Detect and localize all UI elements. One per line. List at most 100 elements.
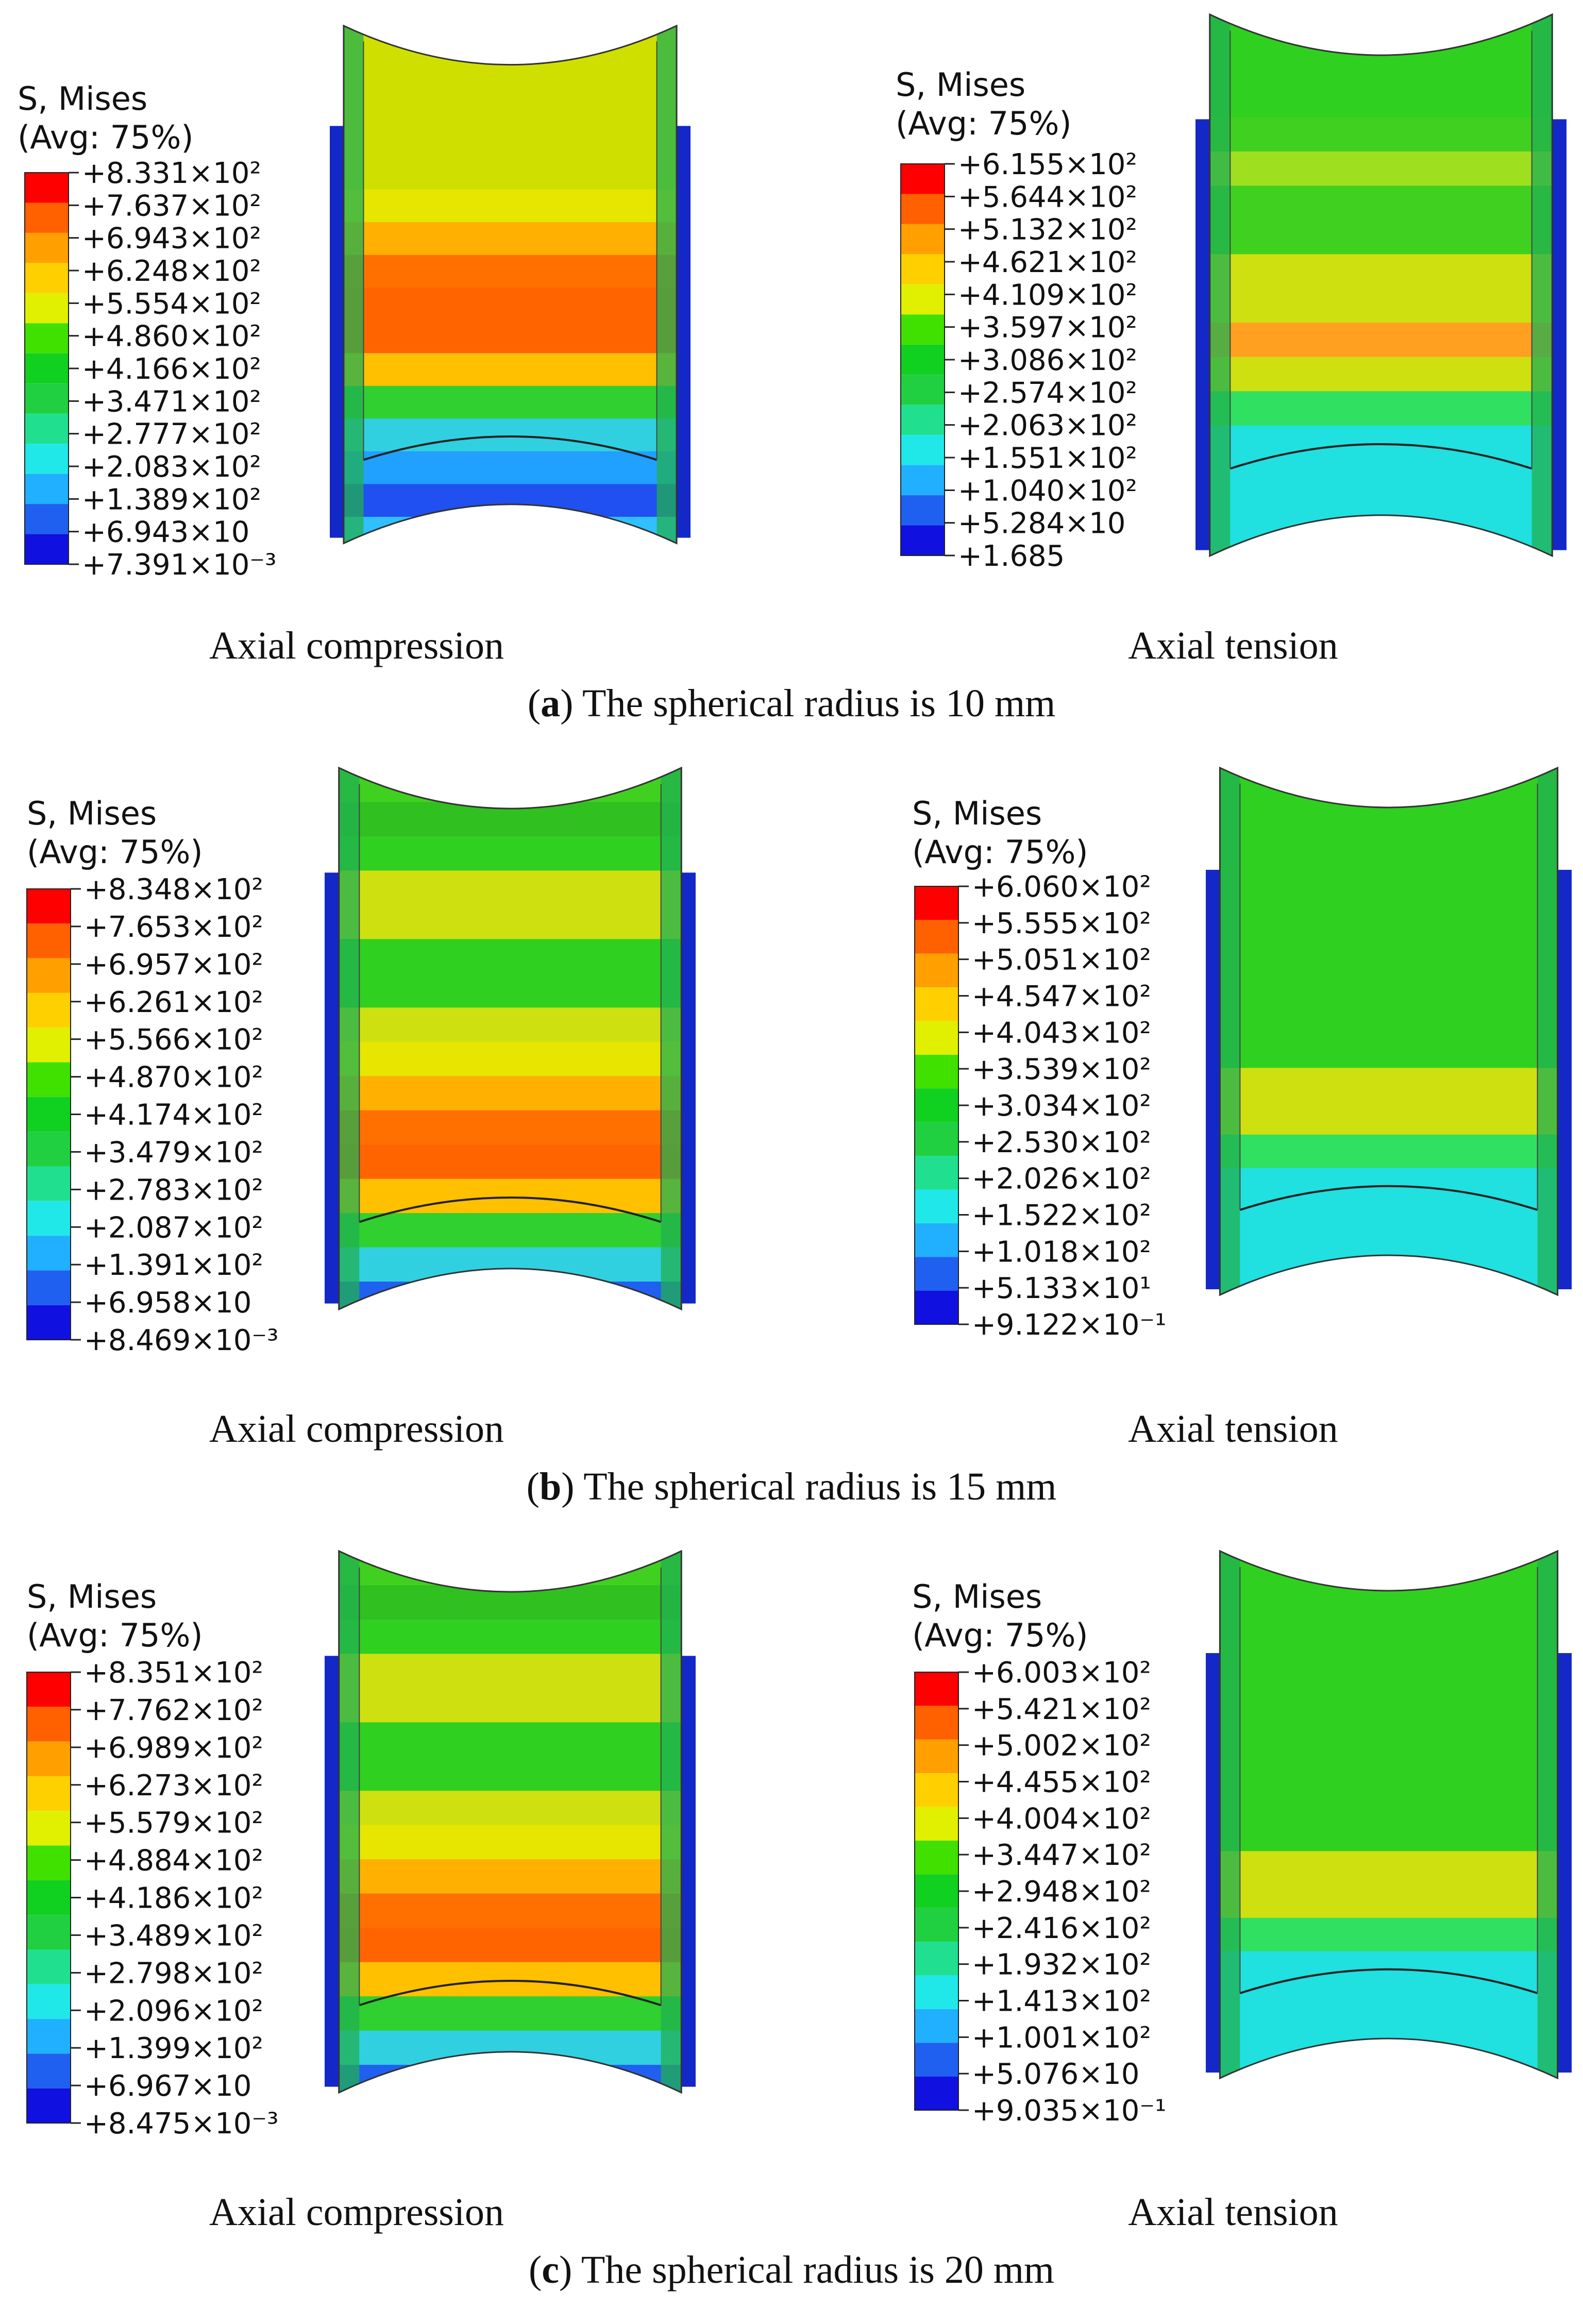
legend-value: +8.475×10⁻³ [84, 2107, 278, 2141]
legend-title: S, Mises [18, 80, 147, 117]
contour-band [1220, 901, 1558, 935]
legend-color-swatch [915, 987, 958, 1021]
panel-caption: (a) The spherical radius is 10 mm [528, 682, 1055, 725]
legend-color-swatch [915, 1874, 958, 1908]
contour-band [343, 255, 677, 289]
legend-color-swatch [27, 2053, 71, 2089]
contour-band [1220, 1651, 1558, 1685]
legend-color-swatch [915, 1223, 958, 1257]
contour-band [1220, 1751, 1558, 1785]
legend-value: +5.579×10² [84, 1807, 263, 1840]
legend-color-swatch [27, 958, 71, 993]
legend-value: +1.522×10² [972, 1199, 1151, 1233]
legend-value: +1.001×10² [972, 2021, 1151, 2054]
contour-band [1220, 1784, 1558, 1818]
contour-band [339, 1076, 682, 1111]
contour-band [339, 802, 682, 837]
legend-color-swatch [27, 1166, 71, 1201]
cylinder-wall-right [1537, 768, 1558, 1295]
cylinder-wall-left [343, 26, 364, 544]
legend-color-swatch [27, 992, 71, 1028]
legend-value: +2.416×10² [972, 1912, 1151, 1945]
legend-color-swatch [915, 1021, 958, 1055]
legend-value: +5.421×10² [972, 1693, 1151, 1726]
legend-avg: (Avg: 75%) [896, 105, 1072, 142]
contour-band [1220, 1984, 1558, 2018]
contour-band [343, 288, 677, 321]
legend-color-swatch [915, 1773, 958, 1807]
contour-band [1209, 460, 1553, 495]
legend-value: +1.685 [958, 540, 1065, 573]
contour-band [1220, 1584, 1558, 1619]
legend-value: +6.989×10² [84, 1731, 263, 1765]
contour-band [339, 1041, 682, 1077]
legend-color-swatch [915, 1975, 958, 2009]
legend-color-swatch [915, 886, 958, 920]
legend-color-swatch [25, 263, 69, 293]
legend-value: +3.034×10² [972, 1089, 1151, 1123]
legend-value: +1.040×10² [958, 474, 1137, 508]
contour-band [1220, 1268, 1558, 1295]
contour-band [343, 484, 677, 517]
legend-color-swatch [915, 2043, 958, 2077]
contour-band [1209, 528, 1553, 556]
subcaption-compression: Axial compression [209, 1407, 504, 1451]
legend-color-swatch [25, 504, 69, 534]
contour-band [339, 1213, 682, 1248]
contour-band [339, 1859, 682, 1894]
contour-band [343, 26, 677, 59]
contour-band [1209, 48, 1553, 83]
legend-value: +4.870×10² [84, 1061, 263, 1094]
legend-value: +5.076×10 [972, 2058, 1139, 2091]
contour-band [1220, 2017, 1558, 2052]
legend-value: +5.132×10² [958, 213, 1137, 247]
contour-band [343, 222, 677, 256]
legend-value: +7.637×10² [82, 189, 261, 223]
legend-color-swatch [27, 923, 71, 958]
legend-avg: (Avg: 75%) [27, 833, 203, 871]
contour-band [1220, 968, 1558, 1002]
legend-title: S, Mises [896, 66, 1025, 104]
legend-value: +1.551×10² [958, 442, 1137, 475]
legend-value: +3.489×10² [84, 1919, 263, 1952]
contour-band [344, 549, 677, 583]
panel-c-right-legend: S, Mises (Avg: 75%) +6.003×10²+5.421×10²… [912, 1578, 1166, 2128]
contour-band [339, 1110, 682, 1146]
contour-band [339, 1791, 682, 1826]
legend-value: +6.060×10² [972, 870, 1151, 904]
legend-color-swatch [25, 444, 69, 474]
legend-value: +5.554×10² [82, 287, 261, 321]
contour-band [339, 1928, 682, 1963]
legend-value: +6.943×10² [82, 222, 261, 256]
legend-color-swatch [25, 323, 69, 353]
contour-body [343, 26, 677, 583]
panel-b-left-legend: S, Mises (Avg: 75%) +8.348×10² +7.653×10²… [26, 795, 278, 1357]
legend-avg: (Avg: 75%) [27, 1616, 203, 1654]
inner-rim-line [359, 1197, 662, 1223]
legend-color-swatch [901, 375, 945, 405]
legend-color-swatch [915, 1706, 958, 1740]
inner-rim-line [1239, 1968, 1538, 1994]
contour-band [1209, 82, 1553, 118]
contour-band [339, 768, 682, 803]
contour-band [1220, 834, 1558, 869]
contour-band [343, 451, 677, 485]
contour-body [1209, 14, 1553, 556]
legend-value: +2.783×10² [84, 1173, 263, 1207]
fem-stress-contour-compression [325, 766, 696, 1311]
contour-band [339, 1893, 682, 1929]
contour-band [339, 1688, 682, 1723]
legend-color-swatch [915, 920, 958, 954]
panel-c: S, Mises (Avg: 75%) +8.351×10² +7.762×10²… [26, 1550, 1572, 2292]
contour-band [1209, 14, 1553, 49]
legend-color-swatch [27, 2019, 71, 2054]
legend-value: +4.109×10² [958, 278, 1137, 312]
legend-value: +7.762×10² [84, 1694, 263, 1727]
cylinder-wall-left [1220, 1551, 1240, 2078]
contour-band [1220, 801, 1558, 835]
contour-band [339, 1282, 682, 1309]
legend-color-swatch [915, 1054, 958, 1089]
contour-body [339, 768, 682, 1309]
legend-value: +2.096×10² [84, 1994, 263, 2028]
contour-band [339, 1551, 682, 1586]
